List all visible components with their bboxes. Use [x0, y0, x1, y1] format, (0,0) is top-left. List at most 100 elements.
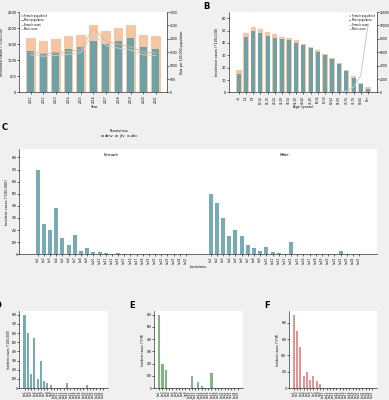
Bar — [293, 315, 295, 388]
Bar — [201, 386, 203, 388]
Bar — [309, 380, 311, 388]
Bar — [251, 27, 256, 92]
X-axis label: Locations: Locations — [191, 399, 205, 400]
Bar — [252, 248, 256, 254]
Bar — [237, 74, 241, 92]
Bar — [365, 88, 371, 92]
Bar — [315, 50, 321, 92]
Bar — [39, 41, 48, 92]
Legend: Female population, Male population, Female cases, Male cases: Female population, Male population, Fema… — [348, 13, 376, 32]
Bar — [258, 33, 262, 92]
Legend: Female population, Male population, Female cases, Male cases: Female population, Male population, Fema… — [21, 13, 49, 32]
Bar — [344, 70, 349, 92]
Bar — [330, 59, 334, 92]
Bar — [258, 250, 262, 254]
Bar — [315, 382, 318, 388]
Bar — [197, 382, 200, 388]
Bar — [286, 38, 292, 92]
Bar — [308, 47, 313, 92]
Text: Female: Female — [104, 153, 119, 157]
Bar — [316, 52, 320, 92]
Bar — [236, 70, 242, 92]
Bar — [366, 89, 370, 92]
Bar — [54, 208, 58, 254]
Bar — [270, 252, 275, 254]
Bar — [23, 315, 26, 388]
Bar — [77, 47, 84, 92]
Bar — [215, 204, 219, 254]
Bar — [289, 242, 293, 254]
Bar — [114, 28, 123, 92]
Bar — [277, 253, 281, 254]
Y-axis label: Incident cases (*100,000): Incident cases (*100,000) — [7, 330, 11, 369]
Bar — [265, 32, 270, 92]
Bar — [85, 248, 89, 254]
Bar — [209, 194, 213, 254]
Bar — [65, 49, 72, 92]
Bar — [246, 244, 250, 254]
Bar — [251, 30, 255, 92]
X-axis label: Locations: Locations — [57, 399, 71, 400]
Bar — [358, 82, 363, 92]
Bar — [265, 247, 268, 254]
Bar — [337, 64, 341, 92]
Bar — [46, 384, 49, 388]
Bar — [50, 385, 52, 388]
Bar — [329, 58, 335, 92]
Bar — [139, 34, 148, 92]
Bar — [43, 381, 45, 388]
Bar — [323, 55, 327, 92]
Bar — [336, 63, 342, 92]
Y-axis label: Incidence cases (*100,000): Incidence cases (*100,000) — [215, 28, 219, 76]
Bar — [191, 376, 193, 388]
Bar — [101, 31, 110, 92]
Bar — [98, 252, 102, 254]
Bar — [27, 51, 34, 92]
Bar — [338, 250, 343, 254]
Bar — [36, 170, 40, 254]
Bar — [79, 250, 83, 254]
Bar — [352, 78, 356, 92]
Bar — [140, 47, 147, 92]
Bar — [33, 338, 35, 388]
Bar — [165, 370, 167, 388]
Text: B: B — [203, 2, 209, 11]
Y-axis label: Incident cases (*1*M): Incident cases (*1*M) — [276, 334, 280, 366]
Bar — [221, 218, 225, 254]
Bar — [37, 379, 39, 388]
Bar — [126, 25, 136, 92]
Y-axis label: Incident cases (*1*M): Incident cases (*1*M) — [141, 334, 145, 366]
Bar — [86, 385, 88, 388]
Bar — [26, 38, 35, 92]
Bar — [266, 36, 270, 92]
X-axis label: Locations: Locations — [326, 399, 340, 400]
Bar — [67, 244, 71, 254]
Bar — [273, 38, 277, 92]
Text: E: E — [129, 301, 135, 310]
Text: D: D — [0, 301, 2, 310]
Bar — [40, 360, 42, 388]
Bar — [40, 54, 47, 92]
Bar — [116, 253, 120, 254]
Bar — [351, 76, 356, 92]
Bar — [301, 44, 306, 92]
Bar — [158, 315, 160, 388]
Bar — [301, 46, 305, 92]
Bar — [294, 40, 299, 92]
Bar — [303, 376, 305, 388]
Bar — [308, 48, 312, 92]
Y-axis label: Incident cases (*100,000): Incident cases (*100,000) — [5, 179, 9, 225]
Bar — [115, 41, 122, 92]
Y-axis label: Incidence cases (*100,000): Incidence cases (*100,000) — [0, 28, 5, 76]
X-axis label: Year: Year — [90, 105, 97, 109]
Bar — [258, 29, 263, 92]
Bar — [51, 39, 61, 92]
X-axis label: Locations: Locations — [190, 265, 207, 269]
Bar — [279, 37, 285, 92]
Bar — [128, 38, 134, 92]
Bar — [294, 43, 298, 92]
Bar — [227, 236, 231, 254]
Bar — [73, 235, 77, 254]
Bar — [53, 52, 59, 92]
Bar — [272, 34, 277, 92]
